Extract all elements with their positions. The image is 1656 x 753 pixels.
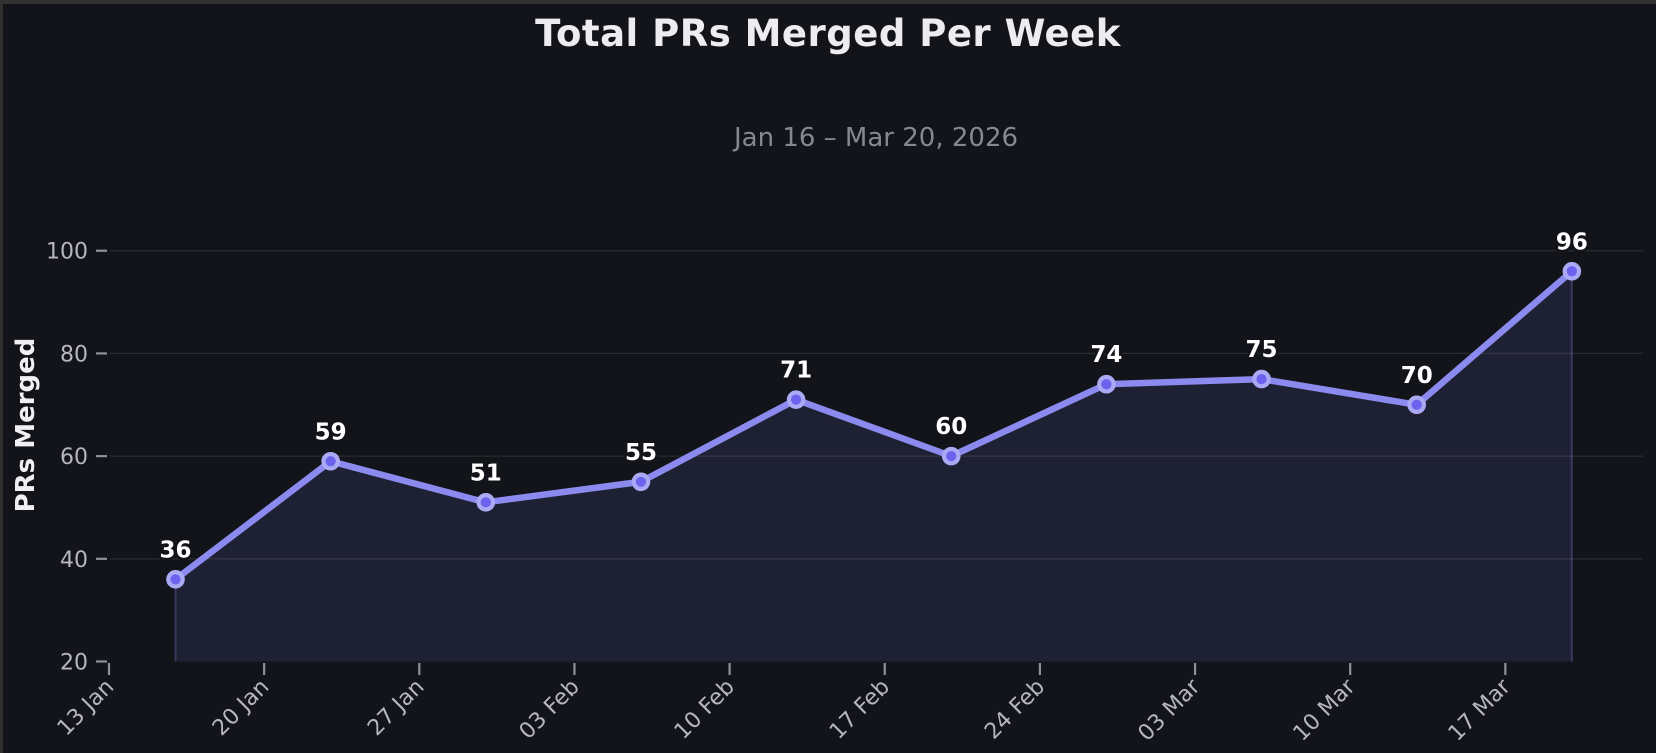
x-tick-label: 24 Feb <box>980 675 1050 745</box>
x-tick-label: 17 Mar <box>1444 674 1516 746</box>
data-point <box>166 570 185 589</box>
data-point <box>786 390 806 409</box>
value-label: 51 <box>470 460 502 486</box>
window-edge-left <box>0 0 3 753</box>
x-tick-label: 13 Jan <box>53 675 119 741</box>
area-fill <box>175 271 1572 662</box>
data-point <box>1252 369 1271 389</box>
y-tick-label: 100 <box>46 240 88 265</box>
x-tick-label: 03 Mar <box>1134 674 1206 746</box>
x-tick-label: 10 Mar <box>1289 674 1361 746</box>
x-tick-label: 03 Feb <box>515 675 585 745</box>
value-label: 75 <box>1246 337 1278 363</box>
x-tick-label: 27 Jan <box>363 675 429 741</box>
data-point <box>321 451 340 471</box>
data-point <box>941 446 961 466</box>
y-tick-label: 20 <box>60 651 88 676</box>
y-tick-label: 60 <box>60 445 88 470</box>
value-label: 36 <box>159 537 191 563</box>
value-label: 60 <box>935 414 967 440</box>
data-point <box>1097 374 1116 394</box>
y-tick-label: 80 <box>60 342 88 367</box>
x-tick-label: 17 Feb <box>825 675 895 745</box>
value-label: 96 <box>1556 229 1588 255</box>
value-label: 74 <box>1090 342 1122 368</box>
chart-title: Total PRs Merged Per Week <box>535 12 1121 55</box>
window-edge-top <box>0 0 1656 4</box>
data-point <box>631 472 651 492</box>
y-tick-label: 40 <box>60 548 88 573</box>
x-tick-label: 10 Feb <box>670 675 740 745</box>
chart-subtitle: Jan 16 – Mar 20, 2026 <box>733 123 1019 153</box>
value-label: 70 <box>1401 363 1433 389</box>
x-tick-label: 20 Jan <box>208 675 274 741</box>
data-point <box>1407 395 1426 415</box>
data-point <box>1562 261 1582 281</box>
data-point <box>476 493 496 512</box>
trend-line <box>172 268 1576 583</box>
value-label: 55 <box>625 440 657 466</box>
value-label: 71 <box>780 358 812 384</box>
value-label: 59 <box>315 419 347 445</box>
